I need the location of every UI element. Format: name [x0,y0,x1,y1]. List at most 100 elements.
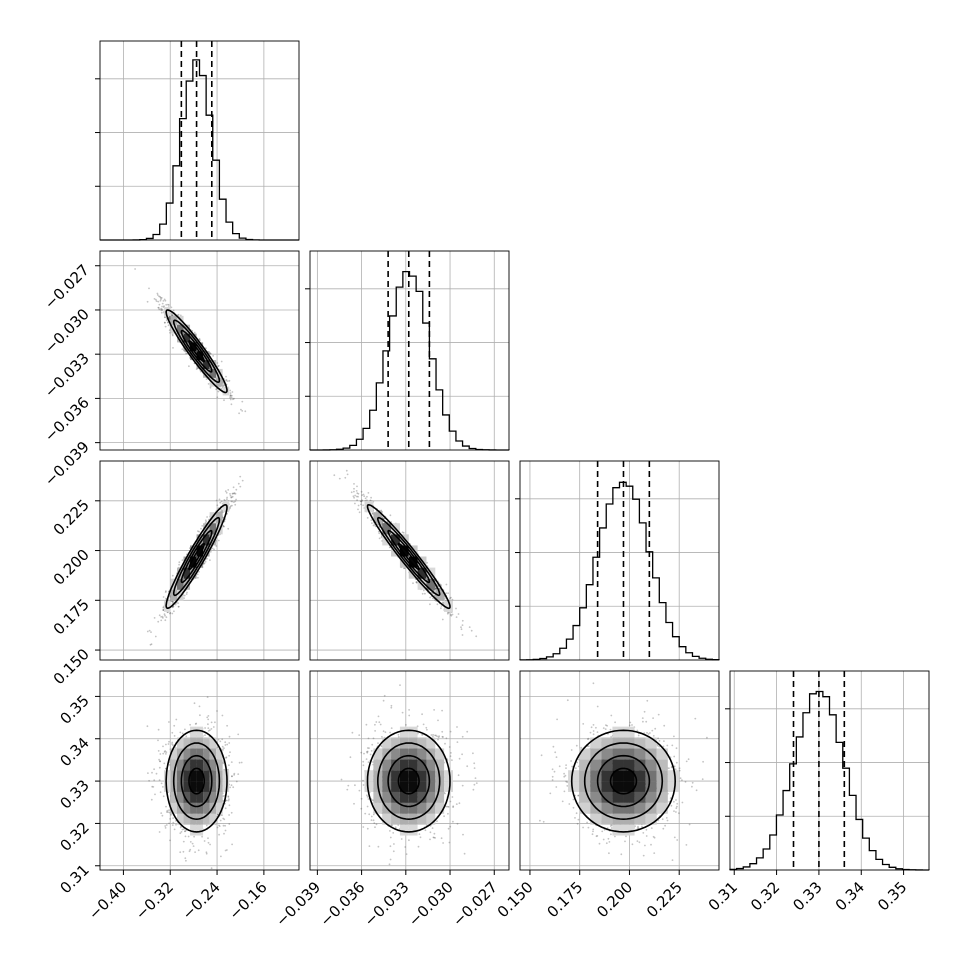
histogram-p1 [100,59,299,241]
scatter-point [179,832,182,835]
scatter-point [461,624,464,626]
scatter-point [361,494,363,496]
scatter-point [212,726,215,728]
scatter-point [234,492,237,495]
scatter-point [455,607,457,610]
scatter-point [160,309,162,311]
scatter-point [357,504,360,507]
scatter-point [370,496,372,499]
density-cell [391,534,400,546]
scatter-point [244,410,247,413]
scatter-point [447,611,449,614]
panel-content-1-0 [134,268,247,415]
scatter-point [234,503,237,506]
scatter-point [220,360,223,363]
scatter-point [153,617,156,619]
scatter-point [196,573,199,576]
scatter-point [168,317,171,320]
scatter-point [160,298,162,300]
scatter-point [157,620,160,623]
scatter-point [157,306,160,309]
scatter-point [438,588,441,590]
scatter-point [468,626,471,628]
scatter-point [357,508,359,511]
scatter-point [171,731,174,734]
scatter-point [229,493,231,495]
scatter-point [226,496,229,499]
scatter-point [160,619,163,622]
scatter-point [224,807,227,810]
scatter-point [134,268,137,270]
scatter-panel-p2-p1 [95,250,300,451]
scatter-point [461,619,464,622]
contour-2-0-0 [188,542,205,571]
scatter-point [380,535,383,537]
scatter-point [426,561,428,564]
scatter-point [354,494,356,497]
scatter-point [207,383,210,385]
scatter-point [440,605,443,607]
scatter-point [164,299,167,302]
scatter-point [231,500,234,503]
scatter-point [440,584,442,586]
scatter-point [164,619,167,622]
scatter-point [216,362,219,364]
scatter-point [353,490,355,493]
scatter-point [221,814,224,816]
scatter-point [371,522,373,524]
scatter-point [338,477,341,480]
scatter-point [346,473,349,476]
scatter-point [432,589,435,592]
scatter-point [352,495,355,498]
scatter-point [360,499,363,502]
scatter-point [163,613,166,616]
scatter-point [357,495,359,498]
scatter-point [389,514,392,517]
scatter-point [217,539,220,542]
density-cell [163,600,171,612]
scatter-point [356,492,359,494]
scatter-point [216,504,219,507]
scatter-point [229,751,231,754]
scatter-point [185,352,188,355]
scatter-point [192,845,195,847]
scatter-point [164,321,166,324]
y-tick-label-p3-0: 0.150 [50,645,93,688]
scatter-point [217,390,220,393]
scatter-point [162,609,165,612]
scatter-point [159,296,162,299]
scatter-point [370,519,373,522]
scatter-point [165,824,168,826]
scatter-point [162,300,165,302]
scatter-point [388,546,391,549]
scatter-point [402,532,405,534]
scatter-point [373,523,376,526]
contour-1-0-2 [172,319,221,384]
scatter-point [160,297,163,299]
scatter-point [222,525,225,528]
y-tick-label-p3-1: 0.175 [50,595,93,638]
scatter-point [160,307,163,310]
scatter-point [146,630,149,633]
scatter-point [223,499,226,501]
scatter-point [216,746,219,749]
scatter-point [160,311,163,314]
scatter-point [360,500,363,503]
scatter-point [344,476,347,479]
scatter-point [171,606,174,609]
scatter-point [377,530,380,533]
scatter-panel-p3-p1 [95,460,300,661]
scatter-point [366,499,368,502]
scatter-point [421,592,424,595]
scatter-point [221,510,224,512]
contour-2-1-1 [387,529,431,584]
scatter-point [164,325,167,328]
scatter-point [378,532,381,535]
scatter-point [231,775,233,778]
scatter-point [165,751,168,753]
density-cell [399,534,409,546]
scatter-point [371,512,374,514]
density-cell [399,545,409,557]
density-cell [399,556,409,568]
scatter-point [163,298,166,301]
